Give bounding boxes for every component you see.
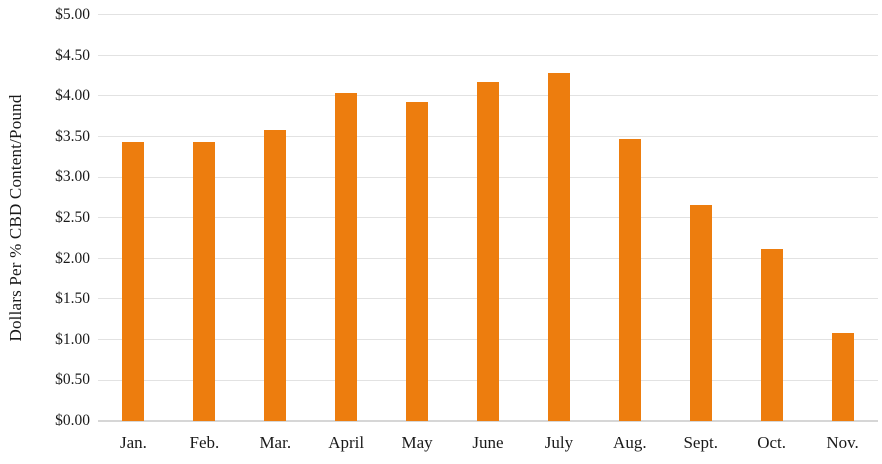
bar-sept	[689, 205, 712, 421]
x-tick-label-jan: Jan.	[119, 433, 147, 452]
y-tick-label: $3.00	[55, 168, 90, 186]
x-tick-label-aug: Aug.	[613, 433, 647, 452]
x-tick-label-may: May	[401, 433, 433, 452]
y-tick-label: $4.50	[55, 46, 90, 64]
y-tick-label: $2.00	[55, 249, 90, 267]
bar-nov	[831, 332, 854, 421]
bar-may	[406, 101, 429, 421]
x-tick-label-july: July	[544, 433, 574, 452]
plot-area	[98, 14, 878, 422]
x-tick-label-oct: Oct.	[757, 433, 787, 452]
y-tick-label: $4.00	[55, 87, 90, 105]
bar-feb	[193, 142, 216, 421]
x-tick-label-feb: Feb.	[189, 433, 220, 452]
x-tick-label-nov: Nov.	[826, 433, 859, 452]
x-tick-label-sept: Sept.	[683, 433, 718, 452]
gridline	[98, 14, 878, 16]
y-tick-label: $1.00	[55, 330, 90, 348]
y-tick-label: $1.50	[55, 290, 90, 308]
y-tick-label: $0.50	[55, 371, 90, 389]
bar-jan	[122, 142, 145, 421]
bar-mar	[264, 130, 287, 421]
x-tick-label-june: June	[472, 433, 504, 452]
bar-june	[477, 82, 499, 421]
bar-oct	[760, 248, 783, 421]
x-tick-label-mar: Mar.	[259, 433, 292, 452]
y-tick-label: $3.50	[55, 127, 90, 145]
y-tick-label: $0.00	[55, 412, 90, 429]
x-tick-label-april: April	[328, 433, 365, 452]
bar-july	[547, 73, 570, 421]
gridline	[98, 54, 878, 56]
bar-aug	[618, 139, 641, 421]
bar-april	[335, 92, 358, 421]
x-axis-line	[98, 420, 878, 422]
y-tick-label: $2.50	[55, 209, 90, 226]
y-tick-label: $5.00	[55, 6, 90, 23]
